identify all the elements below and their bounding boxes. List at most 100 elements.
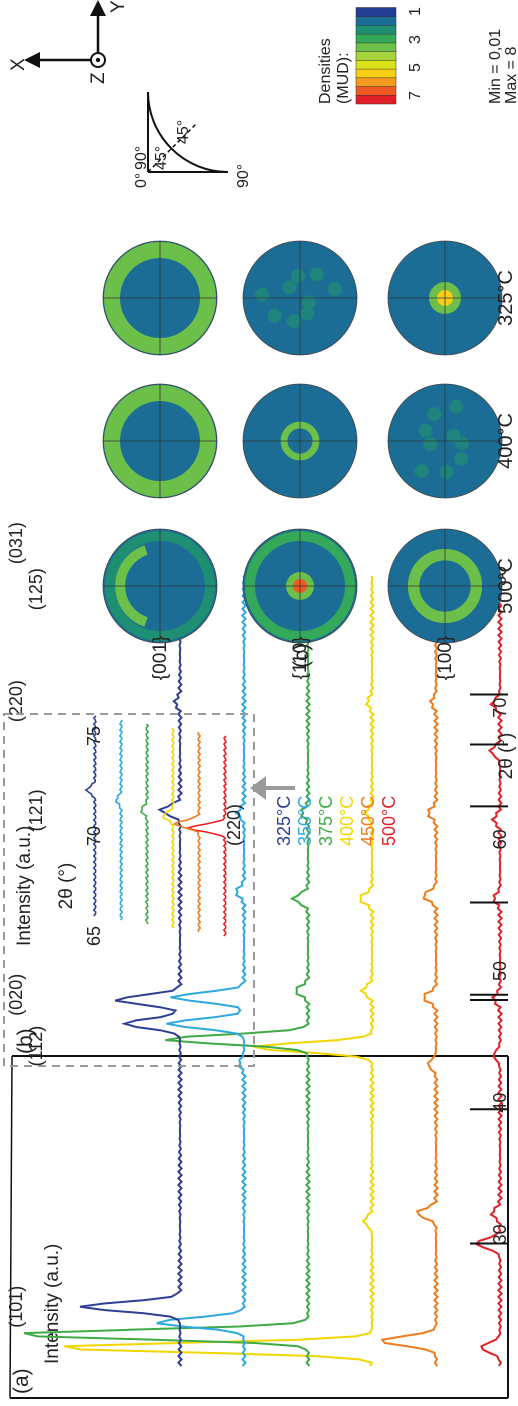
- inset-trace-400°C: [162, 727, 175, 929]
- colorbar-cell: [355, 59, 397, 70]
- colorbar-tick-label: 7: [407, 91, 424, 100]
- pole-figure: [102, 528, 218, 644]
- inset-frame: [3, 713, 255, 1067]
- pole-figure-column-head: {001}: [150, 636, 171, 680]
- pole-figure-blob: [302, 295, 317, 310]
- legend-entry: 400°C: [337, 796, 357, 846]
- pole-figure-outline: [387, 240, 503, 356]
- colorbar-cell: [355, 50, 397, 61]
- xrd-x-ticks: 304050607080: [490, 566, 510, 1244]
- xrd-reference-lines: [470, 693, 508, 1245]
- legend-entry: 350°C: [295, 796, 315, 846]
- inset-x-tick-label: 75: [84, 726, 104, 746]
- pole-figure-blob: [427, 407, 442, 422]
- xrd-trace-325°C: [79, 575, 184, 1367]
- colorbar-tick-label: 1: [407, 7, 424, 16]
- xrd-peak-label: (112): [26, 1026, 46, 1067]
- sample-axes-key: X Y Z: [8, 0, 129, 84]
- axis-x-label: X: [8, 58, 29, 71]
- pole-figure-blob: [286, 314, 301, 329]
- pole-figure-grid: [102, 240, 503, 644]
- density-colorbar: Densities (MUD): 7 5 3 1 Min = 0,01 Max = 8: [317, 7, 518, 105]
- xrd-peak-label: (220): [6, 680, 26, 722]
- xrd-peak-label: (125): [26, 568, 46, 610]
- angle-key-90-right: 90°: [133, 146, 150, 170]
- angle-key-0: 0°: [133, 173, 150, 188]
- inset-x-tick-label: 70: [84, 826, 104, 846]
- inset-x-ticks: 65 70 75: [84, 726, 104, 946]
- pole-figure-outline: [242, 240, 358, 356]
- xrd-axes: [9, 1055, 509, 1399]
- xrd-peak-label: (031): [6, 522, 26, 564]
- pole-figure-blob: [267, 308, 282, 323]
- pole-figure-blob: [414, 464, 429, 479]
- y-arrow-head: [90, 0, 106, 16]
- pole-figure-blob: [291, 269, 306, 284]
- temperature-legend: 325°C 350°C 375°C 400°C 450°C 500°C: [274, 796, 399, 846]
- pole-figure-blob: [282, 280, 297, 295]
- xrd-trace-400°C: [64, 575, 375, 1367]
- colorbar-cell: [355, 77, 397, 87]
- panel-label-a: (a): [10, 1368, 33, 1394]
- angle-key: 90° 45° 0° 45° 90°: [133, 91, 252, 188]
- pole-figure-column-head: {110}: [290, 637, 311, 680]
- colorbar-cell: [355, 94, 397, 105]
- pole-figure-blob: [255, 287, 270, 302]
- pole-figure: [242, 383, 358, 499]
- panel-label-c: (c): [290, 644, 313, 669]
- inset-x-tick-label: 65: [84, 926, 104, 946]
- axis-y-label: Y: [108, 0, 129, 13]
- colorbar-tick-label: 3: [407, 35, 424, 44]
- colorbar-ticks: 7 5 3 1: [407, 7, 424, 100]
- legend-entry: 375°C: [316, 796, 336, 846]
- xrd-peak-label: (020): [6, 974, 26, 1016]
- pole-figure: [387, 383, 503, 499]
- colorbar-cells: [355, 7, 397, 105]
- pole-figure-blob: [454, 436, 469, 451]
- xrd-peak-label: (121): [26, 789, 46, 831]
- xrd-x-tick-label: 30: [490, 1224, 510, 1244]
- pole-figure-outline: [242, 528, 358, 644]
- pole-figure-outline: [387, 383, 503, 499]
- xrd-trace-375°C: [23, 575, 312, 1367]
- colorbar-title-2: (MUD):: [335, 52, 352, 104]
- pole-figure-blob: [418, 423, 433, 438]
- pole-figure-row-head: 325°C: [495, 270, 517, 326]
- angle-key-90-left: 90°: [235, 164, 252, 188]
- inset-trace-375°C: [139, 723, 150, 925]
- inset-traces: [84, 715, 227, 937]
- colorbar-cell: [355, 15, 397, 26]
- colorbar-cell: [355, 7, 397, 17]
- inset-arrow-head: [250, 776, 266, 800]
- pole-figure-outline: [242, 383, 358, 499]
- xrd-xlabel: 2θ (°): [496, 733, 517, 780]
- xrd-x-tick-label: 70: [490, 698, 510, 718]
- pole-figure-blob: [454, 451, 469, 466]
- xrd-peak-labels: (101) (112)(020) (121) (220) (125)(031): [6, 522, 46, 1328]
- pole-figure: [387, 528, 503, 644]
- legend-entry: 450°C: [358, 796, 378, 846]
- colorbar-cell: [355, 24, 397, 35]
- pole-figure-blob: [449, 399, 464, 414]
- xrd-trace-450°C: [380, 575, 440, 1367]
- inset-trace-450°C: [172, 731, 202, 933]
- colorbar-cell: [355, 68, 397, 79]
- xrd-traces: [23, 575, 504, 1367]
- xrd-ylabel: Intensity (a.u.): [42, 1244, 63, 1364]
- pole-figure-column-heads: {100} {110} {001}: [150, 636, 456, 680]
- angle-key-diagonal: [147, 123, 197, 173]
- inset-trace-500°C: [184, 735, 227, 937]
- inset-trace-325°C: [84, 715, 97, 917]
- pole-figure-outline: [387, 528, 503, 644]
- x-arrow-head: [24, 52, 40, 68]
- z-axis-dot: [95, 57, 101, 63]
- colorbar-min: Min = 0,01: [487, 29, 504, 104]
- inset-ylabel: Intensity (a.u.): [14, 826, 35, 946]
- xrd-trace-500°C: [474, 575, 504, 1367]
- inset-panel: (b) Intensity (a.u.) (220) 65 70 75 2θ (°): [3, 713, 255, 1067]
- pole-figure: [387, 240, 503, 356]
- pole-figure-blob: [300, 306, 315, 321]
- pole-figure: [242, 240, 358, 356]
- colorbar-cell: [355, 33, 397, 44]
